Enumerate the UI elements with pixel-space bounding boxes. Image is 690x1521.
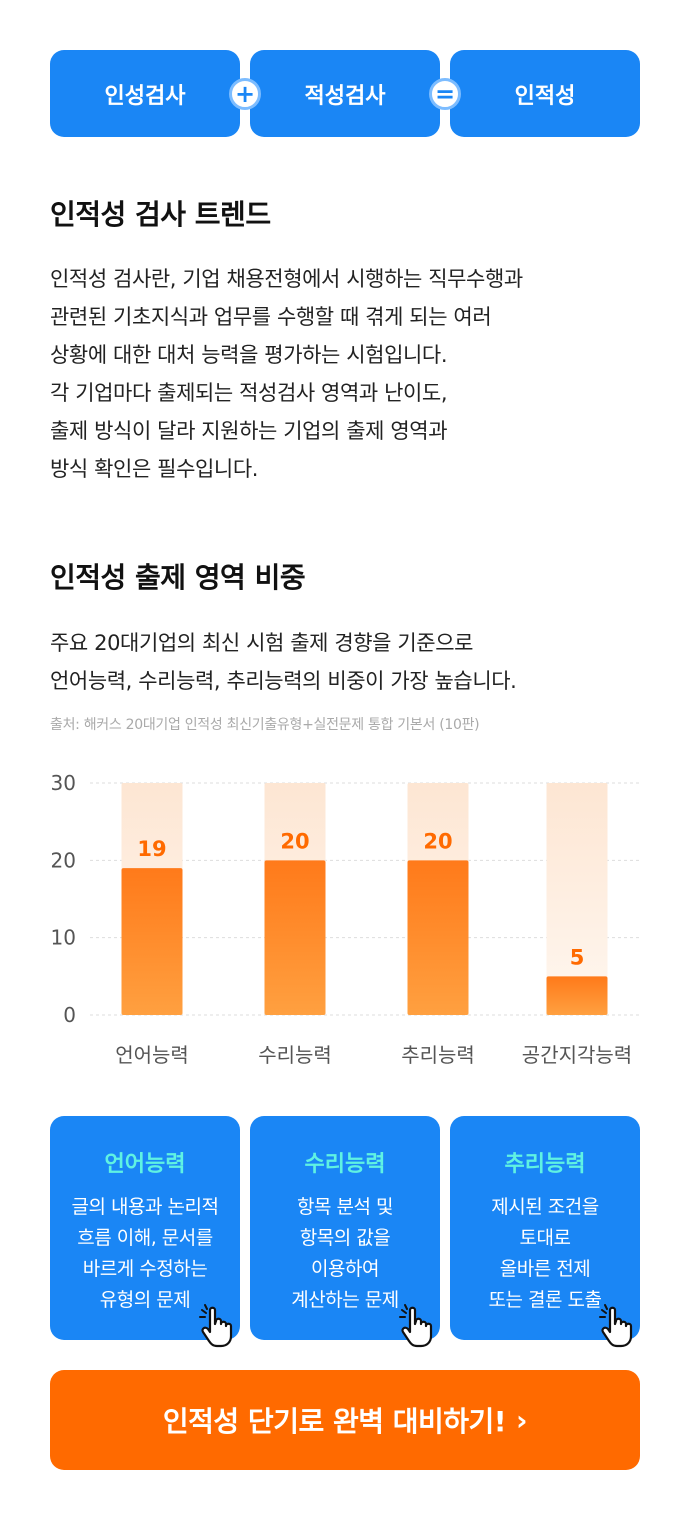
card-line: 항목의 값을 xyxy=(299,1227,391,1249)
card-title: 언어능력 xyxy=(104,1152,186,1177)
y-tick-label: 0 xyxy=(63,1003,76,1027)
trend-description: 인적성 검사란, 기업 채용전형에서 시행하는 직무수행과 관련된 기초지식과 … xyxy=(50,260,650,488)
card-line: 이용하여 xyxy=(311,1258,379,1280)
formula-result: 인적성 xyxy=(450,50,640,137)
source-note: 출처: 해커스 20대기업 인적성 최신기출유형+실전문제 통합 기본서 (10… xyxy=(50,717,480,733)
bar xyxy=(121,868,183,1015)
ratio-line: 주요 20대기업의 최신 시험 출제 경향을 기준으로 xyxy=(50,631,474,655)
formula-row: 인성검사 적성검사 인적성 + = xyxy=(50,50,640,137)
card-line: 올바른 전제 xyxy=(499,1258,591,1280)
bar-value-label: 20 xyxy=(423,829,452,853)
card-verbal[interactable]: 언어능력 글의 내용과 논리적 흐름 이해, 문서를 바르게 수정하는 유형의 … xyxy=(50,1116,240,1348)
trend-title: 인적성 검사 트렌드 xyxy=(50,198,271,231)
card-line: 유형의 문제 xyxy=(99,1289,191,1311)
ratio-title: 인적성 출제 영역 비중 xyxy=(50,561,306,594)
trend-line: 방식 확인은 필수입니다. xyxy=(50,457,259,481)
bar xyxy=(407,860,469,1015)
y-tick-label: 20 xyxy=(51,848,76,872)
card-line: 제시된 조건을 xyxy=(491,1196,599,1218)
area-cards: 언어능력 글의 내용과 논리적 흐름 이해, 문서를 바르게 수정하는 유형의 … xyxy=(50,1116,640,1348)
card-line: 또는 결론 도출 xyxy=(488,1289,602,1311)
bar-value-label: 5 xyxy=(570,945,585,969)
bar xyxy=(546,976,608,1015)
card-line: 흐름 이해, 문서를 xyxy=(77,1227,213,1249)
pointing-hand-icon xyxy=(199,1304,233,1348)
bar-value-label: 20 xyxy=(280,829,309,853)
ratio-description: 주요 20대기업의 최신 시험 출제 경향을 기준으로 언어능력, 수리능력, … xyxy=(50,624,650,700)
formula-item-aptitude: 적성검사 xyxy=(250,50,440,137)
bar-value-label: 19 xyxy=(137,837,166,861)
card-title: 추리능력 xyxy=(504,1152,586,1177)
trend-line: 인적성 검사란, 기업 채용전형에서 시행하는 직무수행과 xyxy=(50,267,523,291)
x-category-label: 언어능력 xyxy=(115,1043,189,1067)
card-line: 계산하는 문제 xyxy=(291,1289,399,1311)
trend-line: 각 기업마다 출제되는 적성검사 영역과 난이도, xyxy=(50,381,448,405)
card-title: 수리능력 xyxy=(304,1152,386,1177)
pointing-hand-icon xyxy=(399,1304,433,1348)
pointing-hand-icon xyxy=(599,1304,633,1348)
trend-line: 출제 방식이 달라 지원하는 기업의 출제 영역과 xyxy=(50,419,448,443)
x-category-label: 공간지각능력 xyxy=(522,1043,632,1067)
chevron-right-icon: › xyxy=(516,1403,528,1437)
chart-svg: 0 10 20 30 19 언어능력 20 수리능력 20 추리능력 5 공간지각능력 xyxy=(51,771,640,1067)
formula-item-personality: 인성검사 xyxy=(50,50,240,137)
bar-background xyxy=(546,783,608,1015)
ratio-chart: 0 10 20 30 19 언어능력 20 수리능력 20 추리능력 5 공간지각능력 xyxy=(40,760,650,1080)
card-line: 항목 분석 및 xyxy=(297,1196,393,1218)
bar xyxy=(264,860,326,1015)
card-reasoning[interactable]: 추리능력 제시된 조건을 토대로 올바른 전제 또는 결론 도출 xyxy=(450,1116,640,1348)
card-line: 글의 내용과 논리적 xyxy=(71,1196,219,1218)
y-tick-label: 10 xyxy=(51,926,76,950)
x-category-label: 수리능력 xyxy=(258,1043,332,1067)
x-category-label: 추리능력 xyxy=(401,1043,475,1067)
card-line: 바르게 수정하는 xyxy=(82,1258,208,1280)
cta-label: 인적성 단기로 완벽 대비하기! xyxy=(162,1405,507,1438)
plus-icon: + xyxy=(229,78,261,110)
ratio-line: 언어능력, 수리능력, 추리능력의 비중이 가장 높습니다. xyxy=(50,669,517,693)
card-numeric[interactable]: 수리능력 항목 분석 및 항목의 값을 이용하여 계산하는 문제 xyxy=(250,1116,440,1348)
cta-button[interactable]: 인적성 단기로 완벽 대비하기! › xyxy=(50,1370,640,1470)
trend-line: 관련된 기초지식과 업무를 수행할 때 겪게 되는 여러 xyxy=(50,305,492,329)
trend-line: 상황에 대한 대처 능력을 평가하는 시험입니다. xyxy=(50,343,448,367)
y-tick-label: 30 xyxy=(51,771,76,795)
card-line: 토대로 xyxy=(519,1227,571,1249)
equals-icon: = xyxy=(429,78,461,110)
